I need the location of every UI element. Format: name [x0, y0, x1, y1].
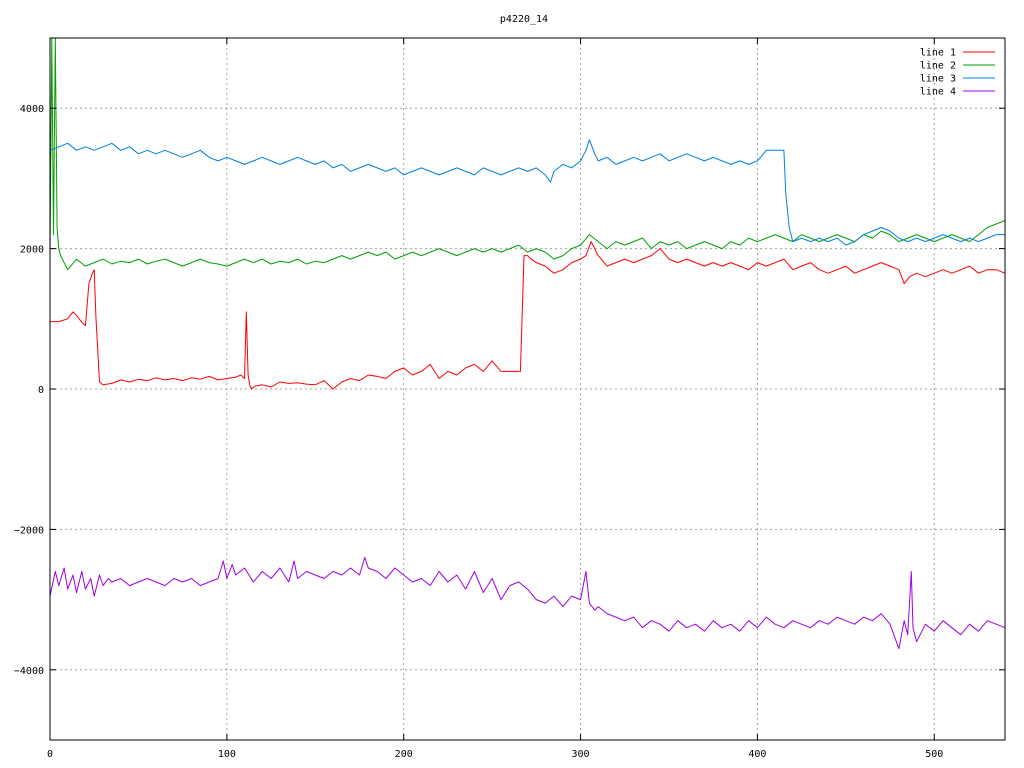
y-tick-label: 4000: [20, 104, 44, 115]
x-tick-label: 300: [572, 749, 590, 760]
y-tick-label: −4000: [14, 666, 44, 677]
x-tick-label: 400: [748, 749, 766, 760]
y-tick-label: 0: [38, 385, 44, 396]
chart-title: p4220_14: [500, 14, 548, 25]
series-line-3: [49, 139, 1005, 246]
legend-label-1: line 1: [920, 48, 956, 59]
legend-label-4: line 4: [920, 87, 956, 98]
x-tick-label: 0: [47, 749, 53, 760]
tick-layer: 0 100 200 300 400 500 −4000 −2000 0 2000 4000: [14, 38, 1005, 760]
x-tick-label: 200: [395, 749, 413, 760]
legend-label-3: line 3: [920, 74, 956, 85]
y-tick-label: 2000: [20, 245, 44, 256]
x-tick-label: 500: [925, 749, 943, 760]
series-layer: [49, 37, 1006, 650]
legend: line 1 line 2 line 3 line 4: [920, 48, 995, 98]
x-tick-label: 100: [218, 749, 236, 760]
legend-label-2: line 2: [920, 61, 956, 72]
series-line-1: [50, 241, 1006, 390]
series-line-2: [49, 37, 1006, 271]
series-line-4: [49, 557, 1006, 650]
y-tick-label: −2000: [14, 525, 44, 536]
grid-layer: [50, 38, 1005, 740]
